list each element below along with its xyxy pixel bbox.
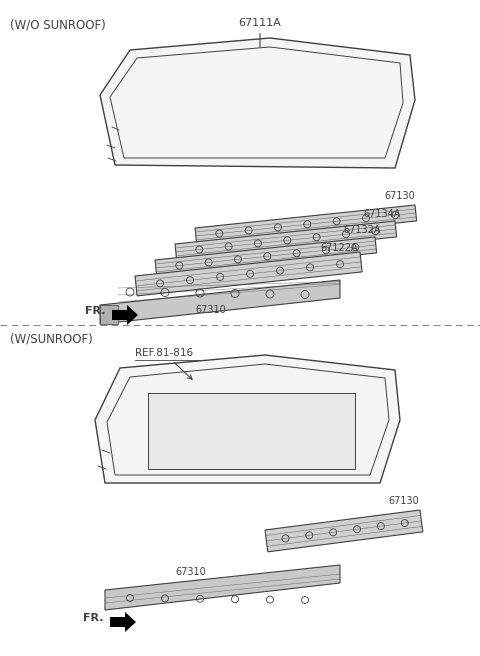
Text: 67122A: 67122A: [320, 243, 358, 253]
Text: (W/O SUNROOF): (W/O SUNROOF): [10, 18, 106, 31]
Text: REF.81-816: REF.81-816: [135, 348, 193, 358]
Polygon shape: [105, 565, 340, 610]
Text: FR.: FR.: [84, 306, 105, 316]
Text: REF.81-816: REF.81-816: [135, 348, 193, 379]
Polygon shape: [100, 280, 340, 324]
Text: 67134A: 67134A: [363, 209, 400, 219]
Text: 67111A: 67111A: [239, 18, 281, 47]
Polygon shape: [95, 355, 400, 483]
Text: 67310: 67310: [195, 305, 226, 315]
Text: 67130: 67130: [388, 496, 419, 506]
Polygon shape: [112, 305, 138, 325]
Polygon shape: [195, 205, 417, 244]
Text: 67130: 67130: [384, 191, 415, 201]
Polygon shape: [265, 510, 423, 552]
Polygon shape: [148, 393, 355, 469]
Text: 67132A: 67132A: [343, 225, 381, 235]
Text: FR.: FR.: [83, 613, 103, 623]
Polygon shape: [135, 252, 362, 296]
Polygon shape: [155, 237, 377, 276]
Text: (W/SUNROOF): (W/SUNROOF): [10, 333, 93, 346]
Polygon shape: [100, 305, 118, 324]
Polygon shape: [107, 364, 389, 475]
Polygon shape: [110, 612, 136, 632]
Polygon shape: [100, 38, 415, 168]
Text: 67310: 67310: [175, 567, 206, 577]
Polygon shape: [110, 47, 403, 158]
Polygon shape: [175, 221, 396, 260]
